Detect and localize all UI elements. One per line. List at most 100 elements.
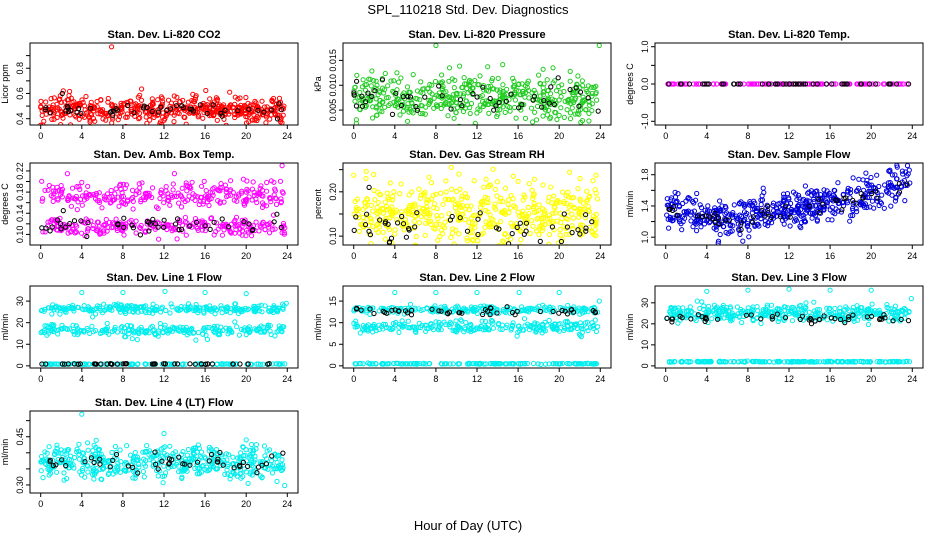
data-point	[58, 226, 64, 232]
data-point	[453, 110, 459, 116]
data-point	[390, 320, 396, 327]
data-point	[481, 184, 487, 190]
data-point	[850, 212, 856, 219]
data-point	[404, 221, 410, 227]
x-tick-label: 16	[513, 131, 523, 141]
data-point	[363, 168, 369, 175]
data-point	[794, 359, 801, 365]
data-point	[818, 195, 824, 201]
data-point	[564, 360, 570, 367]
data-point	[269, 97, 275, 103]
data-point	[438, 105, 444, 112]
data-point	[210, 102, 216, 108]
data-point	[439, 213, 445, 219]
data-point	[561, 200, 567, 207]
data-point	[362, 199, 368, 205]
data-point	[256, 326, 262, 332]
data-point	[497, 218, 504, 225]
data-point	[48, 96, 54, 102]
data-point	[269, 107, 275, 113]
data-point	[396, 79, 402, 85]
data-point	[492, 186, 499, 193]
x-tick-label: 4	[79, 374, 84, 384]
data-point	[149, 185, 156, 191]
data-point	[462, 307, 468, 313]
data-point	[259, 200, 266, 206]
data-point	[375, 199, 381, 206]
data-point	[577, 196, 583, 202]
data-point	[503, 324, 509, 331]
data-point	[453, 327, 459, 333]
data-point	[173, 103, 179, 109]
data-point	[685, 195, 692, 201]
data-point	[83, 93, 89, 100]
data-point	[114, 329, 121, 335]
data-point	[531, 200, 537, 207]
data-point	[397, 112, 403, 118]
data-point	[854, 303, 860, 309]
data-point	[469, 223, 475, 229]
data-point	[567, 116, 574, 122]
data-point	[847, 218, 853, 224]
data-point	[217, 185, 223, 191]
data-point	[580, 326, 586, 332]
data-point	[514, 224, 520, 230]
data-point	[232, 319, 238, 325]
data-point	[272, 111, 278, 118]
data-point	[466, 219, 472, 225]
data-point	[484, 308, 491, 314]
data-point	[169, 304, 175, 310]
data-point	[380, 99, 386, 105]
data-point	[470, 307, 476, 313]
data-point	[759, 81, 766, 87]
data-point	[761, 189, 767, 196]
data-point	[540, 182, 546, 188]
data-point	[232, 111, 238, 118]
data-point	[225, 224, 231, 230]
data-point	[783, 81, 789, 87]
data-point	[669, 305, 675, 311]
y-axis-label: ml/min	[313, 314, 323, 341]
data-point	[243, 233, 249, 239]
data-point	[400, 221, 407, 227]
data-point	[489, 75, 496, 82]
data-point	[503, 98, 509, 104]
data-point	[876, 359, 883, 365]
data-point	[61, 361, 68, 367]
data-point	[193, 301, 199, 308]
data-point	[671, 204, 677, 210]
data-point	[880, 81, 887, 87]
data-point	[579, 78, 586, 84]
y-tick-label: 10	[328, 318, 338, 328]
data-point	[370, 305, 376, 311]
data-point	[468, 322, 474, 328]
data-point	[417, 97, 423, 103]
data-point	[539, 325, 546, 331]
data-point	[129, 222, 135, 228]
data-point	[590, 325, 597, 331]
data-point	[249, 197, 255, 203]
data-point	[456, 231, 462, 237]
data-point	[199, 183, 205, 189]
data-point	[567, 110, 574, 116]
data-point	[74, 109, 80, 115]
data-point	[753, 358, 759, 364]
data-point	[719, 203, 725, 209]
data-point	[831, 81, 837, 87]
data-point-outlier	[894, 163, 900, 168]
data-point	[59, 186, 66, 192]
data-point	[585, 95, 591, 101]
data-point	[230, 361, 236, 367]
data-point	[222, 182, 228, 188]
data-point	[464, 235, 470, 241]
data-point	[151, 306, 157, 312]
data-point	[152, 221, 159, 227]
data-point	[412, 324, 418, 330]
data-point	[459, 103, 465, 109]
data-point	[391, 245, 395, 249]
data-point	[267, 323, 273, 329]
data-point	[262, 303, 268, 309]
data-point	[432, 226, 438, 232]
data-point	[373, 78, 379, 84]
